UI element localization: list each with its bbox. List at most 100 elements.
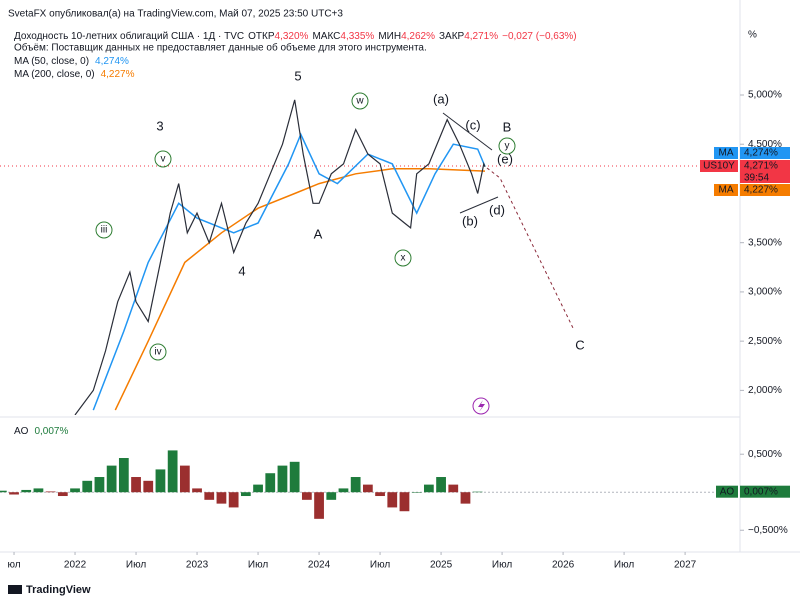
wave-label: iii xyxy=(101,225,108,236)
legend-name: MA (50, close, 0) xyxy=(14,56,89,67)
ao-bar xyxy=(70,488,80,493)
ao-bar xyxy=(253,484,263,493)
countdown-box xyxy=(740,172,790,183)
wave-circle xyxy=(351,92,369,110)
tag-name: US10Y xyxy=(703,161,735,172)
y-tick-label: 4,500% xyxy=(748,139,782,150)
ao-bar xyxy=(216,492,227,504)
wave-label: x xyxy=(401,253,406,264)
ao-bar xyxy=(0,490,7,493)
legend-value: 4,227% xyxy=(101,69,135,80)
trend-line xyxy=(442,112,493,151)
ohlc-label: ЗАКР xyxy=(439,31,465,42)
ao-bar xyxy=(436,477,446,493)
tag-name-box xyxy=(700,160,738,172)
ao-bar xyxy=(423,484,434,493)
y-tick-label: 3,500% xyxy=(748,237,782,248)
ao-bar xyxy=(167,450,178,493)
tag-name: MA xyxy=(719,148,734,159)
wave-label: 4 xyxy=(238,263,245,278)
ao-bar xyxy=(9,492,19,495)
ao-bar xyxy=(21,489,32,493)
ao-bar xyxy=(277,465,288,493)
publisher: SvetaFX опубликовал(а) на TradingView.co… xyxy=(8,8,343,20)
ao-bar xyxy=(411,492,422,493)
volume-note: Объём: Поставщик данных не предоставляет… xyxy=(14,42,427,54)
wave-circle xyxy=(95,221,113,239)
series-line xyxy=(114,168,486,411)
trend-line xyxy=(459,196,499,214)
x-tick-label: 2026 xyxy=(552,560,575,571)
wave-label: v xyxy=(161,154,166,165)
legend-name: MA (200, close, 0) xyxy=(14,69,95,80)
wave-label: w xyxy=(355,96,364,107)
ohlc-value: 4,335% xyxy=(340,31,374,42)
event-icon xyxy=(472,397,490,415)
tag-name: MA xyxy=(719,185,734,196)
ao-bar xyxy=(192,488,202,493)
ao-bar xyxy=(448,484,459,493)
ohlc-value: 4,271% xyxy=(464,31,498,42)
wave-label: B xyxy=(503,119,512,134)
y-tick-label: 0,500% xyxy=(748,449,782,460)
ao-bar xyxy=(57,492,68,497)
ao-bar xyxy=(314,492,324,519)
y-tick-label: 2,000% xyxy=(748,385,782,396)
ao-name: AO xyxy=(14,426,29,437)
ao-tag xyxy=(740,485,790,498)
ao-bar xyxy=(118,458,129,493)
ao-bar xyxy=(45,491,56,493)
wave-label: 5 xyxy=(294,68,301,83)
change: −0,027 (−0,63%) xyxy=(502,31,577,42)
projection xyxy=(486,167,574,329)
ao-bar xyxy=(240,492,251,497)
x-tick-label: Июл xyxy=(126,560,146,571)
logo: TradingView xyxy=(8,584,91,596)
ao-bar xyxy=(326,492,337,500)
x-tick-label: 2024 xyxy=(308,560,331,571)
wave-label: y xyxy=(505,141,510,152)
wave-label: (e) xyxy=(497,151,513,166)
price-tag-value: 4,271% xyxy=(744,161,778,172)
price-tag-value: 4,274% xyxy=(744,148,778,159)
price-tag xyxy=(740,147,790,159)
footer: TradingView xyxy=(26,584,91,596)
x-tick-label: 2027 xyxy=(674,560,697,571)
logo-mark xyxy=(8,585,22,594)
series-line xyxy=(74,99,486,415)
event-icon xyxy=(478,400,485,412)
wave-circle xyxy=(149,343,167,361)
ao-tag-name-box xyxy=(716,485,738,498)
wave-label: (b) xyxy=(462,213,478,228)
ao-bar xyxy=(179,465,190,493)
ao-bar xyxy=(131,477,141,493)
wave-label: A xyxy=(314,226,323,241)
ao-bar xyxy=(106,465,117,493)
wave-label: (c) xyxy=(465,117,480,132)
symbol-line: Доходность 10-летних облигаций США · 1Д … xyxy=(14,30,577,42)
ohlc-label: МИН xyxy=(378,31,401,42)
ao-value: 0,007% xyxy=(34,426,68,437)
symbol: Доходность 10-летних облигаций США · 1Д … xyxy=(14,30,244,42)
ao-bar xyxy=(362,484,373,493)
ao-bar xyxy=(301,492,312,500)
wave-label: iv xyxy=(154,347,161,358)
ao-bar xyxy=(228,492,239,508)
ao-bar xyxy=(33,488,44,493)
wave-label: (a) xyxy=(433,91,449,106)
ao-bar xyxy=(460,492,471,504)
ao-tag-name: AO xyxy=(720,486,735,497)
countdown: 39:54 xyxy=(744,173,769,184)
series-line xyxy=(92,132,486,411)
y-tick-label: −0,500% xyxy=(748,525,788,536)
ao-bar xyxy=(289,461,300,493)
y-tick-label: 2,500% xyxy=(748,336,782,347)
wave-circle xyxy=(154,150,172,168)
x-tick-label: Июл xyxy=(248,560,268,571)
ao-bar xyxy=(155,469,166,493)
price-tag xyxy=(740,184,790,196)
ao-bar xyxy=(399,492,410,512)
ao-bar xyxy=(204,492,215,500)
